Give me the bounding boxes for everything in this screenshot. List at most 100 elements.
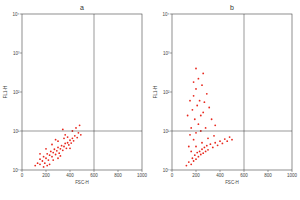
point [198, 78, 200, 80]
quadrant-line-x [244, 14, 245, 170]
point [226, 140, 228, 142]
point [186, 165, 188, 167]
x-tick [118, 170, 119, 172]
y-tick-label: 10³ [13, 51, 20, 56]
point [201, 84, 203, 86]
point [67, 136, 69, 138]
point [196, 105, 198, 107]
y-tick-label: 10⁰ [13, 168, 20, 173]
point [43, 166, 45, 168]
point [201, 148, 203, 150]
plot-area [172, 14, 292, 170]
y-tick [170, 53, 172, 54]
point [57, 146, 59, 148]
point [200, 115, 202, 117]
x-tick [244, 170, 245, 172]
point [207, 149, 209, 151]
point [206, 145, 208, 147]
point [193, 160, 195, 162]
point [202, 152, 204, 154]
point [229, 136, 231, 138]
point [199, 150, 201, 152]
point [51, 156, 53, 158]
point [208, 107, 210, 109]
point [69, 147, 71, 149]
point [193, 139, 195, 141]
x-tick-label: 600 [240, 173, 248, 178]
x-tick-label: 200 [42, 173, 50, 178]
point [55, 139, 57, 141]
point [194, 154, 196, 156]
point [222, 143, 224, 145]
point [210, 143, 212, 145]
point [42, 160, 44, 162]
point [213, 135, 215, 137]
x-tick [142, 170, 143, 172]
point [195, 68, 197, 70]
panel: b0200400600800100010⁰10¹10²10³10⁴FSC-HFL… [153, 4, 298, 185]
x-tick-label: 800 [264, 173, 272, 178]
point [49, 154, 51, 156]
y-tick-label: 10³ [163, 51, 170, 56]
point [68, 144, 70, 146]
point [79, 124, 81, 126]
point [80, 134, 82, 136]
point [202, 72, 204, 74]
x-tick [94, 170, 95, 172]
point [189, 100, 191, 102]
point [49, 163, 51, 165]
point [44, 162, 46, 164]
y-tick-label: 10¹ [163, 129, 170, 134]
point [188, 161, 190, 163]
point [75, 127, 77, 129]
point [205, 127, 207, 129]
point [52, 159, 54, 161]
point [190, 163, 192, 165]
point [200, 154, 202, 156]
point [231, 139, 233, 141]
point [52, 152, 54, 154]
x-tick-label: 1000 [137, 173, 148, 178]
point [73, 140, 75, 142]
title: a [80, 4, 84, 11]
point [66, 147, 68, 149]
point [55, 154, 57, 156]
x-tick-label: 200 [192, 173, 200, 178]
point [64, 143, 66, 145]
y-tick [20, 131, 22, 132]
point [198, 156, 200, 158]
point [76, 137, 78, 139]
x-tick-label: 800 [114, 173, 122, 178]
point [72, 137, 74, 139]
point [45, 148, 47, 150]
title: b [230, 4, 234, 11]
y-tick [20, 170, 22, 171]
quadrant-line-x [94, 14, 95, 170]
y-tick-label: 10⁰ [163, 168, 170, 173]
point [46, 165, 48, 167]
y-tick-label: 10⁴ [163, 12, 170, 17]
point [199, 100, 201, 102]
point [54, 148, 56, 150]
point [206, 93, 208, 95]
point [194, 118, 196, 120]
point [192, 109, 194, 111]
x-tick-label: 0 [171, 173, 174, 178]
y-tick-label: 10² [13, 90, 20, 95]
y-tick [20, 92, 22, 93]
y-tick [170, 170, 172, 171]
figure: a0200400600800100010⁰10¹10²10³10⁴FSC-HFL… [0, 0, 300, 200]
plot-frame [22, 14, 142, 170]
point [43, 156, 45, 158]
point [57, 140, 59, 142]
y-tick [170, 131, 172, 132]
x-axis-label: FSC-H [225, 180, 239, 185]
point [224, 138, 226, 140]
x-tick [268, 170, 269, 172]
point [201, 142, 203, 144]
x-tick-label: 600 [90, 173, 98, 178]
point [51, 144, 53, 146]
point [61, 145, 63, 147]
point [45, 157, 47, 159]
y-tick [170, 14, 172, 15]
